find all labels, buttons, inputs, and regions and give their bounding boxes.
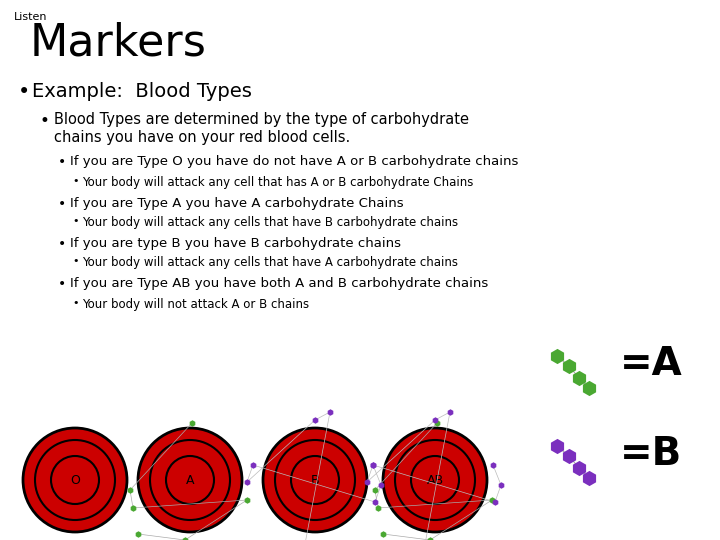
Point xyxy=(486,496,498,504)
Text: If you are Type AB you have both A and B carbohydrate chains: If you are Type AB you have both A and B… xyxy=(70,277,488,290)
Text: Markers: Markers xyxy=(30,22,207,65)
Point xyxy=(431,418,443,427)
Text: AB: AB xyxy=(426,474,444,487)
Point xyxy=(583,384,595,393)
Point xyxy=(495,481,507,489)
Circle shape xyxy=(263,428,367,532)
Circle shape xyxy=(166,456,214,504)
Point xyxy=(563,451,575,460)
Text: =B: =B xyxy=(620,435,683,473)
Text: •: • xyxy=(72,298,78,308)
Point xyxy=(552,442,563,450)
Circle shape xyxy=(51,456,99,504)
Point xyxy=(179,536,191,540)
Text: •: • xyxy=(58,277,66,291)
Point xyxy=(573,374,585,382)
Point xyxy=(186,418,198,427)
Text: •: • xyxy=(72,256,78,266)
Text: =A: =A xyxy=(620,345,683,383)
Text: chains you have on your red blood cells.: chains you have on your red blood cells. xyxy=(54,130,350,145)
Point xyxy=(552,352,563,360)
Point xyxy=(375,481,387,489)
Text: Your body will attack any cells that have B carbohydrate chains: Your body will attack any cells that hav… xyxy=(82,216,458,229)
Point xyxy=(125,485,136,494)
Point xyxy=(241,496,253,504)
Text: Your body will attack any cells that have A carbohydrate chains: Your body will attack any cells that hav… xyxy=(82,256,458,269)
Text: •: • xyxy=(58,155,66,169)
Point xyxy=(310,416,321,424)
Point xyxy=(367,461,379,469)
Point xyxy=(563,362,575,370)
Point xyxy=(372,504,384,512)
Circle shape xyxy=(383,428,487,532)
Point xyxy=(127,504,139,512)
Text: •: • xyxy=(40,112,50,130)
Text: •: • xyxy=(58,237,66,251)
Text: Blood Types are determined by the type of carbohydrate: Blood Types are determined by the type o… xyxy=(54,112,469,127)
Text: If you are Type A you have A carbohydrate Chains: If you are Type A you have A carbohydrat… xyxy=(70,197,404,210)
Point xyxy=(487,461,499,469)
Text: •: • xyxy=(72,176,78,186)
Text: Listen: Listen xyxy=(14,12,48,22)
Text: •: • xyxy=(18,82,30,102)
Circle shape xyxy=(291,456,339,504)
Text: A: A xyxy=(186,474,194,487)
Text: O: O xyxy=(70,474,80,487)
Point xyxy=(324,408,336,416)
Point xyxy=(583,474,595,482)
Circle shape xyxy=(411,456,459,504)
Point xyxy=(369,498,381,507)
Text: If you are Type O you have do not have A or B carbohydrate chains: If you are Type O you have do not have A… xyxy=(70,155,518,168)
Text: Your body will not attack A or B chains: Your body will not attack A or B chains xyxy=(82,298,309,311)
Text: Example:  Blood Types: Example: Blood Types xyxy=(32,82,252,101)
Point xyxy=(132,530,144,538)
Circle shape xyxy=(23,428,127,532)
Circle shape xyxy=(138,428,242,532)
Circle shape xyxy=(150,440,230,520)
Circle shape xyxy=(275,440,355,520)
Text: •: • xyxy=(72,216,78,226)
Circle shape xyxy=(35,440,115,520)
Point xyxy=(490,498,501,507)
Point xyxy=(377,530,389,538)
Point xyxy=(247,461,258,469)
Point xyxy=(573,464,585,472)
Point xyxy=(369,485,381,494)
Point xyxy=(429,416,441,424)
Point xyxy=(444,408,456,416)
Text: If you are type B you have B carbohydrate chains: If you are type B you have B carbohydrat… xyxy=(70,237,401,250)
Text: Your body will attack any cell that has A or B carbohydrate Chains: Your body will attack any cell that has … xyxy=(82,176,473,189)
Point xyxy=(424,536,436,540)
Text: •: • xyxy=(58,197,66,211)
Text: B: B xyxy=(311,474,319,487)
Circle shape xyxy=(395,440,475,520)
Point xyxy=(367,461,379,469)
Point xyxy=(241,478,253,487)
Point xyxy=(361,478,373,487)
